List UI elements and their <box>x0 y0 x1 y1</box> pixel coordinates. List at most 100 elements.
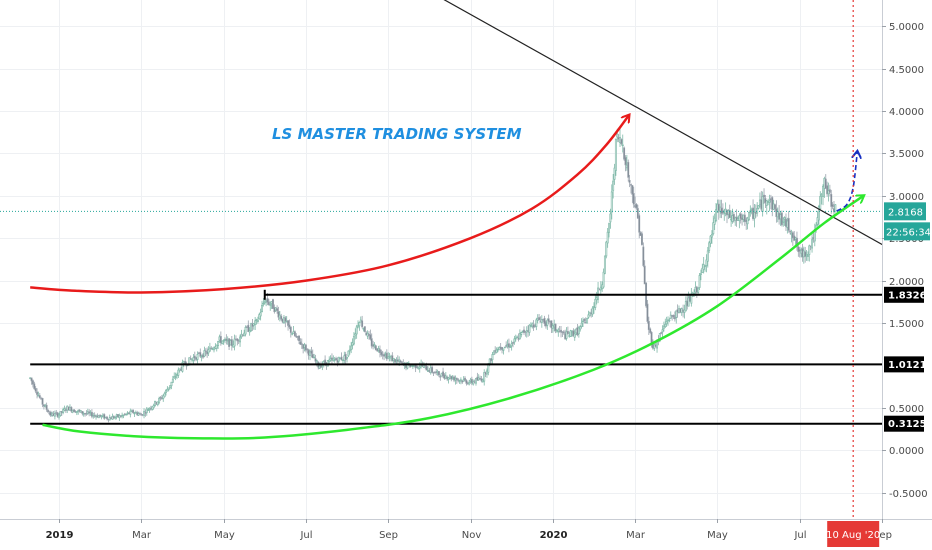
candle-body <box>639 232 642 236</box>
candle-body <box>328 359 331 362</box>
candle-body <box>352 336 355 345</box>
blue-projection-arrow[interactable] <box>836 152 858 212</box>
candle-body <box>811 239 813 249</box>
candle-body <box>281 318 284 323</box>
candle-body <box>451 377 454 380</box>
candle-body <box>140 414 143 416</box>
candle-body <box>680 308 683 313</box>
candle-body <box>267 301 270 305</box>
chart-title: LS MASTER TRADING SYSTEM <box>272 125 522 143</box>
candle-body <box>776 211 779 218</box>
candle-body <box>255 319 258 321</box>
candle-body <box>765 200 768 206</box>
candle-body <box>524 331 527 333</box>
countdown-label: 22:56:34 <box>886 227 931 238</box>
candle-body <box>687 297 690 307</box>
candle-body <box>535 319 538 327</box>
candle-body <box>527 330 530 332</box>
candle-body <box>555 330 558 333</box>
candle-body <box>575 328 578 334</box>
candle-body <box>60 410 63 413</box>
candle-body <box>53 413 56 417</box>
candle-body <box>30 377 33 382</box>
candle-body <box>204 350 207 353</box>
candle-body <box>341 359 344 361</box>
candle-body <box>214 346 217 349</box>
candle-body <box>236 338 239 342</box>
candle-body <box>241 334 244 337</box>
candle-body <box>679 308 682 313</box>
candle-body <box>362 328 365 330</box>
candle-body <box>358 322 361 327</box>
candle-body <box>516 336 519 339</box>
candle-body <box>428 369 431 373</box>
candle-body <box>425 366 428 371</box>
candle-body <box>347 350 350 357</box>
candles <box>29 127 837 423</box>
candle-body <box>594 298 597 308</box>
candle-body <box>103 414 106 419</box>
candle-body <box>778 212 781 220</box>
candle-body <box>509 346 512 348</box>
candle-body <box>222 339 225 342</box>
candle-body <box>132 409 135 414</box>
candle-body <box>450 375 453 380</box>
candle-body <box>429 367 432 373</box>
candle-body <box>801 248 804 258</box>
candle-body <box>232 344 235 348</box>
candle-body <box>95 415 97 418</box>
candle-body <box>483 372 486 382</box>
candle-body <box>51 412 54 416</box>
candle-body <box>808 245 811 255</box>
candle-body <box>459 379 462 382</box>
candle-body <box>779 214 782 220</box>
candle-body <box>571 331 573 333</box>
candle-body <box>727 210 730 215</box>
candle-body <box>265 299 268 302</box>
candle-body <box>96 415 99 418</box>
candle-body <box>383 354 386 357</box>
candle-body <box>822 185 824 197</box>
candle-body <box>566 330 569 335</box>
candle-body <box>289 326 292 333</box>
candle-body <box>435 371 438 374</box>
candle-body <box>73 409 76 413</box>
candle-body <box>133 412 136 415</box>
candle-body <box>45 404 48 410</box>
candle-body <box>643 265 646 285</box>
red-arc-curve[interactable] <box>30 115 629 294</box>
descending-trendline[interactable] <box>401 0 887 247</box>
candle-body <box>122 414 125 417</box>
candle-body <box>708 242 711 251</box>
candle-body <box>595 297 598 301</box>
candle-body <box>88 411 91 414</box>
candle-body <box>828 189 831 193</box>
candle-body <box>479 377 482 380</box>
candle-body <box>398 359 401 362</box>
candle-body <box>834 204 837 213</box>
candle-body <box>70 406 73 412</box>
candle-body <box>373 344 376 347</box>
candle-body <box>756 208 759 214</box>
candle-body <box>119 415 122 418</box>
green-support-curve[interactable] <box>42 196 864 440</box>
candle-body <box>662 325 665 329</box>
candle-body <box>501 347 503 350</box>
candle-body <box>457 379 460 381</box>
candle-body <box>717 203 720 211</box>
candle-body <box>31 380 34 385</box>
candle-body <box>237 339 240 342</box>
candle-body <box>155 401 158 405</box>
time-axis[interactable]: 2019 Mar May Jul Sep Nov 2020 Mar May Jul Sep <box>46 519 892 541</box>
date-badge-bg <box>827 521 880 547</box>
candle-body <box>263 301 266 304</box>
level-badge <box>884 415 924 432</box>
candle-body <box>785 218 787 227</box>
candle-body <box>137 413 140 416</box>
candle-body <box>804 251 807 257</box>
candle-body <box>802 250 805 258</box>
candle-body <box>337 356 340 362</box>
candle-body <box>121 414 124 417</box>
candle-body <box>195 357 198 360</box>
